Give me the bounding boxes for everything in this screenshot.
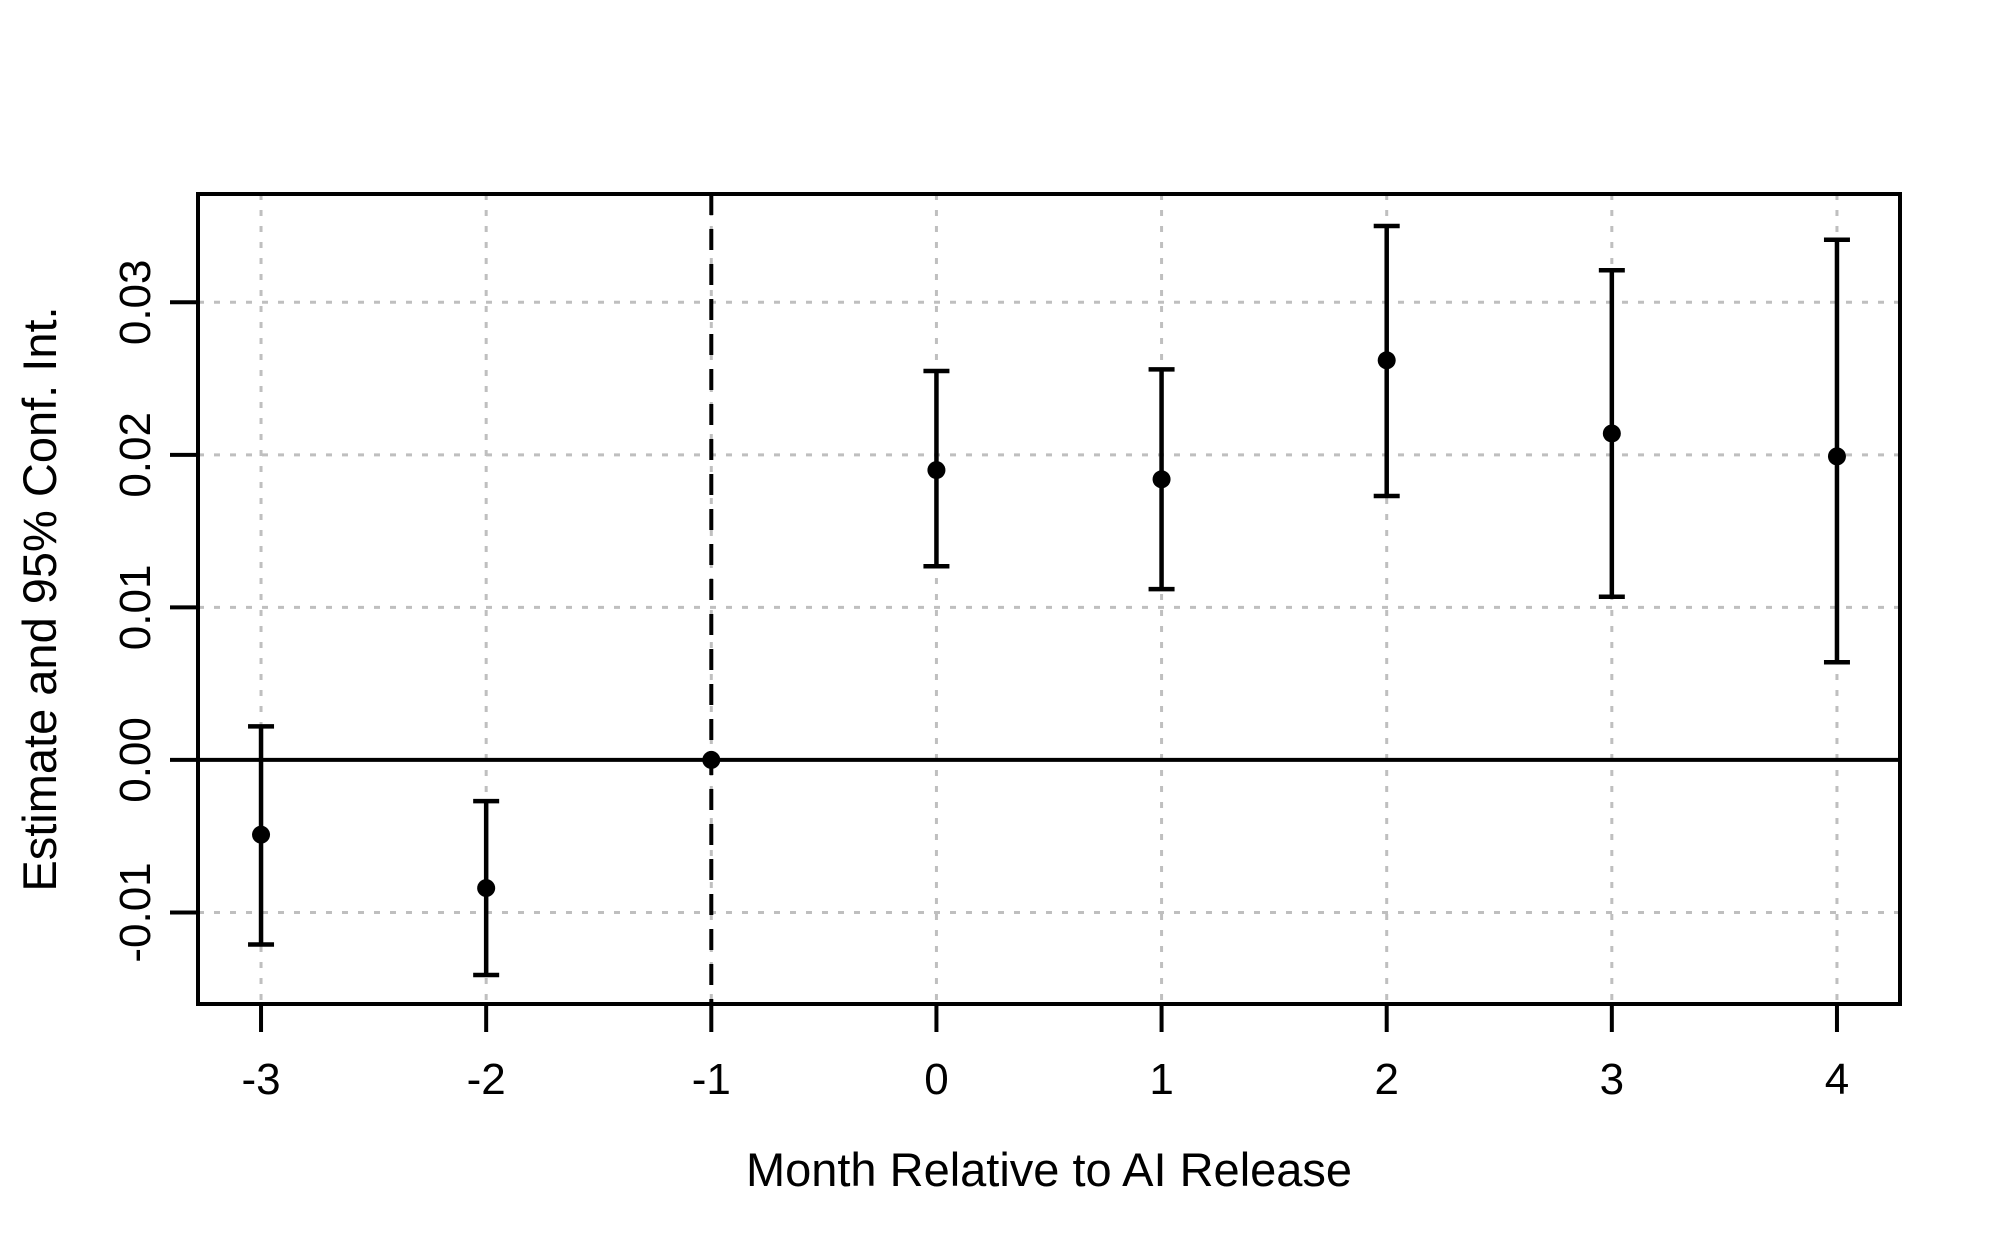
- point-dot: [1377, 351, 1396, 370]
- x-tick-label: 2: [1374, 1055, 1398, 1104]
- reference-lines: [198, 194, 1900, 1004]
- estimate-point: [923, 368, 950, 569]
- y-axis: -0.01 0.00 0.01 0.02 0.03: [111, 259, 198, 963]
- point-dot: [927, 461, 946, 480]
- x-tick-label: 1: [1149, 1055, 1173, 1104]
- gridlines: [198, 194, 1900, 1004]
- point-dot: [252, 825, 271, 844]
- y-tick-label: -0.01: [111, 862, 160, 962]
- estimate-point: [473, 798, 500, 978]
- x-tick-label: 4: [1825, 1055, 1849, 1104]
- x-tick-label: -2: [467, 1055, 506, 1104]
- point-dot: [702, 750, 721, 769]
- point-dot: [1152, 470, 1171, 489]
- x-axis: -3 -2 -1 0 1 2 3 4: [241, 1004, 1849, 1104]
- point-dot: [477, 879, 496, 898]
- x-axis-title: Month Relative to AI Release: [746, 1143, 1352, 1196]
- x-tick-label: 0: [924, 1055, 948, 1104]
- estimate-point: [702, 750, 721, 769]
- estimate-point: [248, 724, 275, 947]
- point-dot: [1827, 447, 1846, 466]
- x-tick-label: 3: [1600, 1055, 1624, 1104]
- estimate-point: [1373, 223, 1400, 499]
- y-axis-title: Estimate and 95% Conf. Int.: [13, 306, 66, 891]
- y-tick-label: 0.00: [111, 717, 160, 803]
- y-tick-label: 0.01: [111, 565, 160, 651]
- plot-border: [196, 192, 1902, 1006]
- y-tick-label: 0.03: [111, 259, 160, 345]
- estimate-point: [1823, 237, 1850, 665]
- estimate-point: [1148, 367, 1175, 592]
- point-dot: [1602, 424, 1621, 443]
- x-tick-label: -3: [241, 1055, 280, 1104]
- estimate-series: [248, 223, 1850, 978]
- estimate-point: [1598, 268, 1625, 599]
- y-tick-label: 0.02: [111, 412, 160, 498]
- x-tick-label: -1: [692, 1055, 731, 1104]
